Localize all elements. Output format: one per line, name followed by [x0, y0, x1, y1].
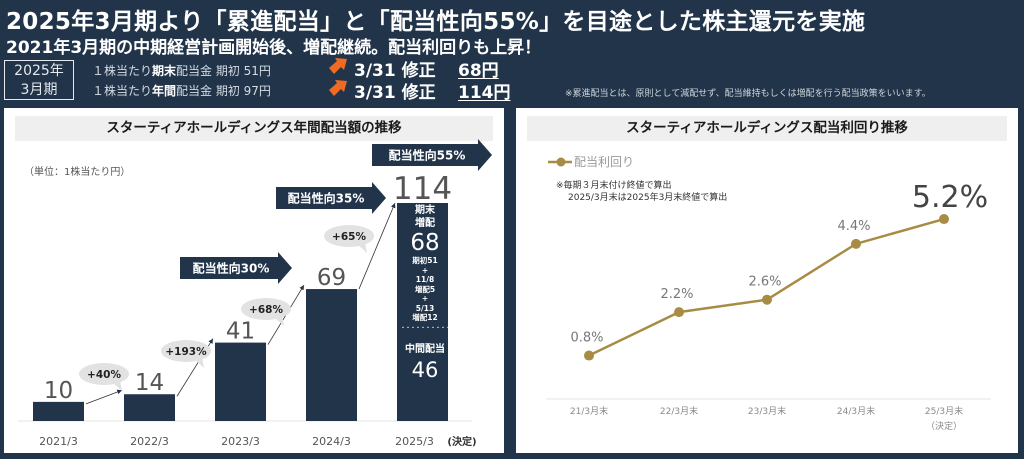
yield-point	[762, 294, 772, 305]
unit-label: （単位：1株当たり円）	[24, 167, 131, 178]
separator: ・・・・・・・・・・・	[400, 324, 450, 332]
x-tick-label: 2021/3	[39, 435, 78, 448]
yield-note-1: ※毎期３月末付け終値で算出	[556, 181, 672, 191]
growth-label: +68%	[249, 304, 283, 316]
revised-value-annual: 114円	[458, 83, 511, 103]
dividend-row-year-end: １株当たり期末配当金 期初 51円	[92, 62, 271, 79]
yield-value-label: 2.6%	[748, 275, 781, 290]
x-tick-label: 2024/3	[312, 435, 351, 448]
bubble-tail	[274, 315, 284, 326]
bar-2024/3	[306, 289, 357, 421]
x-tick-label: 23/3月末	[748, 405, 786, 417]
page-title: 2025年3月期より「累進配当」と「配当性向55%」を目途とした株主還元を実施	[6, 9, 866, 35]
yield-point	[584, 350, 594, 361]
growth-bubble	[79, 363, 129, 385]
dividend-yield-panel: スターティアホールディングス配当利回り推移 配当利回り ※毎期３月末付け終値で算…	[516, 108, 1018, 453]
bar-chart: +40%+193%+68%+65% 配当性向30%配当性向35%配当性向55% …	[18, 139, 492, 448]
x-tick-label: 21/3月末	[570, 405, 608, 417]
bar-chart-title: スターティアホールディングス年間配当額の推移	[15, 116, 493, 141]
bar-value-label: 69	[317, 265, 346, 291]
bar-2025/3	[397, 203, 448, 421]
detail-line: 期初51	[412, 256, 438, 265]
yield-value-label: 0.8%	[570, 331, 603, 346]
growth-bubble	[324, 225, 374, 247]
growth-bubble	[241, 298, 291, 320]
detail-line: 11/8	[415, 275, 435, 284]
bar-2022/3	[124, 394, 175, 421]
year-end-value: 68	[410, 230, 440, 256]
row-prefix: １株当たり	[92, 84, 153, 98]
bubble-tail	[112, 380, 122, 391]
fiscal-year-box: 2025年 3月期	[4, 60, 74, 100]
detail-line: +	[421, 265, 429, 275]
revision-date-year-end: 3/31 修正	[354, 61, 436, 81]
fiscal-year-line2: 3月期	[20, 82, 58, 98]
line-chart: 0.8% 21/3月末 2.2% 22/3月末 2.6% 23/3月末 4.4% 24/3月末…	[546, 180, 991, 432]
growth-label: +193%	[165, 346, 207, 358]
yield-point	[851, 238, 861, 249]
revised-value-year-end: 68円	[458, 61, 499, 81]
year-end-detail: 期初51 +11/8 増配5 +5/13 増配12	[400, 256, 450, 323]
payout-ratio-arrow	[276, 182, 386, 214]
interim-value: 46	[411, 357, 439, 382]
x-tick-label: 2023/3	[221, 435, 260, 448]
x-tick-label: 25/3月末	[925, 405, 963, 417]
yield-point	[674, 307, 684, 318]
payout-ratio-label: 配当性向55%	[389, 148, 466, 163]
row-bold: 期末	[152, 64, 177, 78]
x-tick-label: 22/3月末	[660, 405, 698, 417]
x-tick-sublabel: （決定）	[926, 420, 962, 432]
row-prefix: １株当たり	[92, 64, 153, 78]
growth-arrow	[85, 389, 123, 405]
payout-ratio-arrow	[372, 139, 492, 171]
up-right-arrow-icon	[329, 80, 347, 96]
detail-line: 増配12	[412, 313, 438, 322]
x-tick-label: 24/3月末	[837, 405, 875, 417]
bubble-tail	[194, 357, 204, 368]
yield-value-label: 5.2%	[912, 180, 988, 215]
bubble-tail	[357, 242, 367, 253]
decided-suffix: (決定)	[447, 435, 476, 448]
bar-value-label: 10	[44, 378, 73, 404]
yield-point	[939, 214, 949, 225]
progressive-dividend-note: ※累進配当とは、原則として減配せず、配当維持もしくは増配を行う配当政策をいいます…	[565, 89, 931, 99]
year-end-label-2: 増配	[415, 218, 435, 229]
line-chart-title: スターティアホールディングス配当利回り推移	[527, 116, 1007, 141]
bar-value-label: 114	[393, 171, 452, 207]
payout-ratio-label: 配当性向30%	[193, 261, 270, 276]
last-bar-breakdown: 期末 増配 68 期初51 +11/8 増配5 +5/13 増配12 ・・・・・・・・・…	[400, 204, 450, 381]
growth-label: +40%	[87, 369, 121, 381]
bar-value-label: 41	[226, 319, 255, 345]
row-bold: 年間	[152, 84, 177, 98]
row-suffix: 配当金 期初 97円	[176, 84, 271, 98]
yield-value-label: 4.4%	[837, 219, 870, 234]
payout-ratio-arrow	[180, 252, 292, 284]
bar-2021/3	[33, 401, 84, 421]
legend-label: 配当利回り	[574, 155, 635, 169]
x-tick-label: 2022/3	[130, 435, 169, 448]
year-end-label-1: 期末	[415, 205, 435, 216]
up-right-arrow-icon	[329, 58, 347, 74]
page-subtitle: 2021年3月期の中期経営計画開始後、増配継続。配当利回りも上昇！	[6, 38, 542, 58]
detail-line: 増配5	[414, 284, 436, 294]
bar-value-label: 14	[135, 370, 164, 396]
detail-line: +	[421, 294, 429, 303]
bar-2023/3	[215, 342, 266, 421]
growth-label: +65%	[332, 231, 366, 243]
payout-ratio-label: 配当性向35%	[288, 191, 365, 206]
growth-bubble	[161, 340, 211, 362]
fiscal-year-line1: 2025年	[14, 63, 64, 79]
interim-label: 中間配当	[405, 343, 445, 355]
legend-marker-icon	[548, 157, 572, 167]
dividend-row-annual: １株当たり年間配当金 期初 97円	[92, 82, 271, 99]
growth-arrow	[358, 202, 396, 290]
row-suffix: 配当金 期初 51円	[176, 64, 271, 78]
revision-date-annual: 3/31 修正	[354, 83, 436, 103]
detail-line: 5/13	[415, 303, 435, 313]
yield-note-2: 2025/3月末は2025年3月末終値で算出	[568, 193, 728, 203]
yield-value-label: 2.2%	[660, 287, 693, 302]
dividend-amount-panel: スターティアホールディングス年間配当額の推移 （単位：1株当たり円） +40% +…	[4, 108, 504, 453]
x-tick-label: 2025/3	[395, 435, 434, 448]
